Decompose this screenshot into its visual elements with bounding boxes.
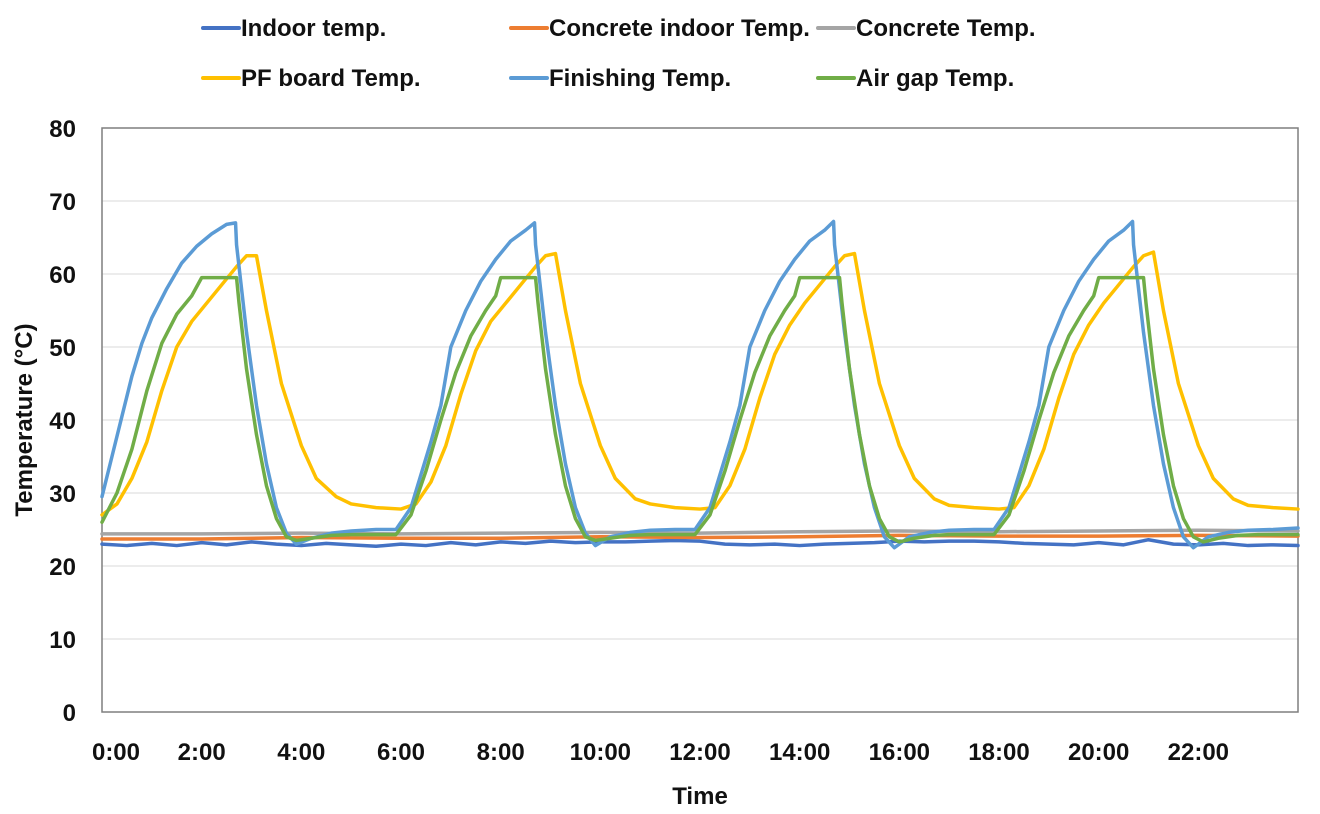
x-tick-label: 0:00 — [92, 739, 140, 766]
legend-label: Indoor temp. — [241, 15, 386, 42]
gridlines — [102, 200, 1298, 640]
x-tick-label: 20:00 — [1068, 739, 1129, 766]
legend-label: PF board Temp. — [241, 65, 421, 92]
x-tick-label: 18:00 — [968, 739, 1029, 766]
y-tick-label: 0 — [63, 700, 76, 727]
legend-label: Finishing Temp. — [549, 65, 731, 92]
x-tick-label: 12:00 — [669, 739, 730, 766]
x-axis-tick-labels: 0:00 2:00 4:00 6:00 8:00 10:00 12:00 14:00 16:00… — [92, 739, 1229, 766]
y-tick-label: 20 — [49, 554, 76, 581]
y-axis-title: Temperature (°C) — [11, 323, 38, 516]
series-line-pf-board-temp — [100, 250, 1300, 517]
series-lines — [100, 219, 1300, 550]
x-tick-label: 4:00 — [277, 739, 325, 766]
x-tick-label: 16:00 — [869, 739, 930, 766]
y-tick-label: 80 — [49, 116, 76, 143]
legend-label: Concrete Temp. — [856, 15, 1036, 42]
x-tick-label: 6:00 — [377, 739, 425, 766]
y-tick-label: 70 — [49, 189, 76, 216]
y-tick-label: 10 — [49, 627, 76, 654]
series-line-indoor-temp — [100, 537, 1300, 549]
x-tick-label: 14:00 — [769, 739, 830, 766]
x-axis-title: Time — [672, 783, 728, 810]
x-tick-label: 22:00 — [1168, 739, 1229, 766]
legend: Indoor temp. Concrete indoor Temp. Concret… — [201, 15, 1036, 92]
x-tick-label: 8:00 — [477, 739, 525, 766]
legend-label: Concrete indoor Temp. — [549, 15, 810, 42]
y-tick-label: 30 — [49, 481, 76, 508]
y-tick-label: 50 — [49, 335, 76, 362]
y-axis-tick-labels: 0 10 20 30 40 50 60 70 80 — [49, 116, 76, 727]
plot-area — [101, 127, 1299, 713]
x-tick-label: 10:00 — [570, 739, 631, 766]
series-line-concrete-indoor-temp — [100, 533, 1300, 541]
y-tick-label: 40 — [49, 408, 76, 435]
series-line-concrete-temp — [100, 528, 1300, 536]
x-tick-label: 2:00 — [178, 739, 226, 766]
series-line-finishing-temp — [100, 219, 1300, 550]
series-line-air-gap-temp — [100, 275, 1300, 544]
legend-label: Air gap Temp. — [856, 65, 1014, 92]
y-tick-label: 60 — [49, 262, 76, 289]
